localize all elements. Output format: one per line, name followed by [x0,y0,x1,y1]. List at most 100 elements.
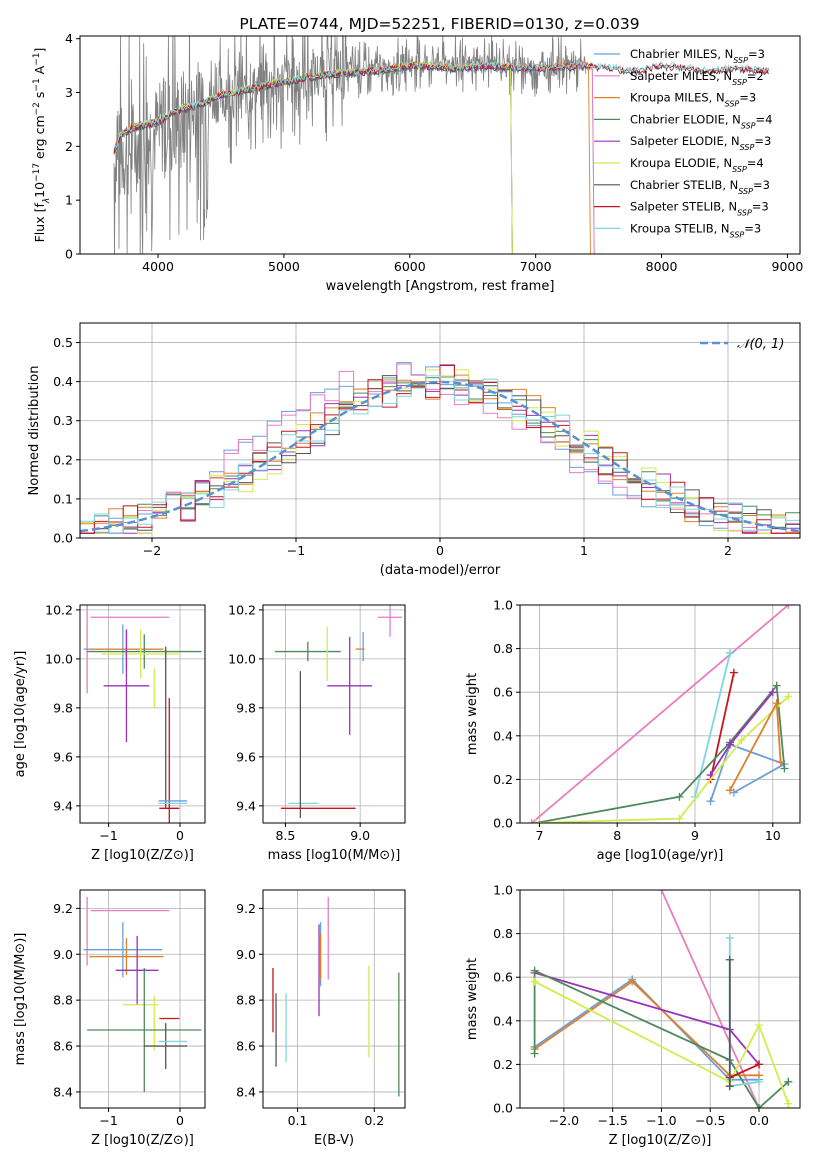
x-tick-label: 8.5 [275,828,295,843]
mass-vs-ebv-panel: 0.1 0.2 8.4 8.6 8.8 9.0 9.2 E(B-V) [236,889,406,1148]
y-tick-label: 8.8 [236,993,256,1008]
errorbar-point [87,968,202,1092]
y-tick-label: 9.8 [236,700,256,715]
x-tick-label: −1 [99,1113,117,1128]
plus-marker [780,764,789,773]
axes-frame [262,604,406,824]
y-tick-label: 0.6 [493,685,513,700]
axes-frame [79,889,206,1109]
errorbar-point [159,698,180,823]
plus-marker [784,692,793,701]
plus-marker [706,797,715,806]
spectrum-panel: 4000 5000 6000 7000 8000 9000 0 1 2 3 4 wavelength … [32,31,804,294]
plus-marker [755,1021,764,1030]
y-tick-label: 0.5 [53,335,73,350]
legend-label-sub: SSP [732,165,747,174]
axes-frame [262,889,406,1109]
y-tick-label: 0 [65,247,73,262]
x-tick-label: 1 [580,543,588,558]
axes-frame [79,604,206,824]
legend-label-name: Chabrier ELODIE, N [630,112,741,126]
residuals-panel: −2 −1 0 1 2 0.0 0.1 0.2 0.3 0.4 0.5 (data-model)/er… [27,322,801,578]
legend-label-suffix: =3 [744,221,761,235]
x-axis-label: Z [log10(Z/Z⊙)] [91,848,194,863]
x-tick-label: 8000 [646,259,678,274]
x-tick-label: 5000 [268,259,300,274]
x-tick-label: 9000 [772,259,804,274]
y-axis-label-part: s [32,92,47,103]
plus-marker [784,1099,793,1108]
y-tick-label: 8.8 [53,993,73,1008]
y-axis-label-part: −1 [32,53,42,66]
errorbar-point [103,629,150,743]
x-tick-label: 0 [436,543,444,558]
plus-marker [530,977,539,986]
plus-marker [768,688,777,697]
legend-label-name: Salpeter STELIB, N [630,200,737,214]
y-tick-label: 0.6 [493,970,513,985]
x-axis-label: (data-model)/error [380,563,501,578]
plus-marker [772,681,781,690]
y-tick-label: 1.0 [493,883,513,898]
y-tick-label: 9.6 [236,749,256,764]
y-tick-label: 0.0 [493,1101,513,1116]
y-axis-label-part: 10 [32,182,47,198]
y-tick-label: 0.2 [493,1057,513,1072]
x-tick-label: −1 [99,828,117,843]
x-tick-label: −2 [143,543,161,558]
y-axis-label: Normed distribution [27,366,42,496]
age-vs-mass-panel: 8.5 9.0 9.4 9.6 9.8 10.0 10.2 mass [log10(M/M⊙)… [228,602,406,863]
legend-label-name: Chabrier STELIB, N [630,178,738,192]
model-spectrum-line [113,61,769,154]
y-tick-label: 0.8 [493,641,513,656]
y-axis-label: mass weight [465,958,480,1040]
legend-label: Kroupa ELODIE, NSSP=4 [630,156,764,174]
legend-label-sub: SSP [725,99,740,108]
legend-label: Kroupa MILES, NSSP=3 [630,91,756,109]
x-axis-label: E(B-V) [314,1133,354,1148]
y-tick-label: 8.4 [53,1084,73,1099]
plot-area [272,896,400,1097]
axes-frame [519,889,801,1109]
plus-marker [755,1104,764,1108]
plot-area [527,605,793,823]
y-axis-label: Flux [fλ10−17 erg cm−2 s−1 A−1] [32,48,52,243]
x-axis-label: Z [log10(Z/Z⊙)] [609,1133,712,1148]
x-tick-label: 4000 [142,259,174,274]
legend-label-name: Chabrier MILES, N [630,47,733,61]
legend-label-sub: SSP [738,186,753,195]
legend-label-name: Kroupa MILES, N [630,91,725,105]
y-tick-label: 8.4 [236,1084,256,1099]
plus-marker [772,699,781,708]
x-tick-label: −1.0 [646,1113,676,1128]
plus-marker [784,1077,793,1086]
plus-marker [675,792,684,801]
y-tick-label: 0.4 [493,728,513,743]
y-tick-label: 0.8 [493,926,513,941]
x-tick-label: −0.5 [695,1113,725,1128]
y-tick-label: 0.3 [53,413,73,428]
x-tick-label: −1 [287,543,305,558]
legend-label-name: Salpeter MILES, N [630,69,732,83]
plot-area [83,896,202,1092]
massweight-line [531,605,789,823]
legend-label-name: Kroupa STELIB, N [630,221,730,235]
y-tick-label: 0.0 [493,816,513,831]
y-tick-label: 9.4 [53,798,73,813]
plus-marker [725,955,734,964]
plus-marker [725,933,734,942]
y-tick-label: 4 [65,31,73,46]
y-axis-label: mass weight [465,673,480,755]
legend-label: Salpeter ELODIE, NSSP=3 [630,134,771,152]
legend-label-suffix: =3 [752,200,769,214]
y-axis-label-part: A [32,65,47,78]
x-axis-label: wavelength [Angstrom, rest frame] [326,279,555,294]
model-spectrum-line [113,60,769,149]
errorbar-point [83,922,163,978]
y-axis-label-part: erg cm [32,115,47,163]
plot-area [113,36,800,254]
x-tick-label: 7000 [520,259,552,274]
y-tick-label: 10.2 [228,602,256,617]
x-tick-label: 0.0 [749,1113,769,1128]
x-tick-label: −2.0 [549,1113,579,1128]
